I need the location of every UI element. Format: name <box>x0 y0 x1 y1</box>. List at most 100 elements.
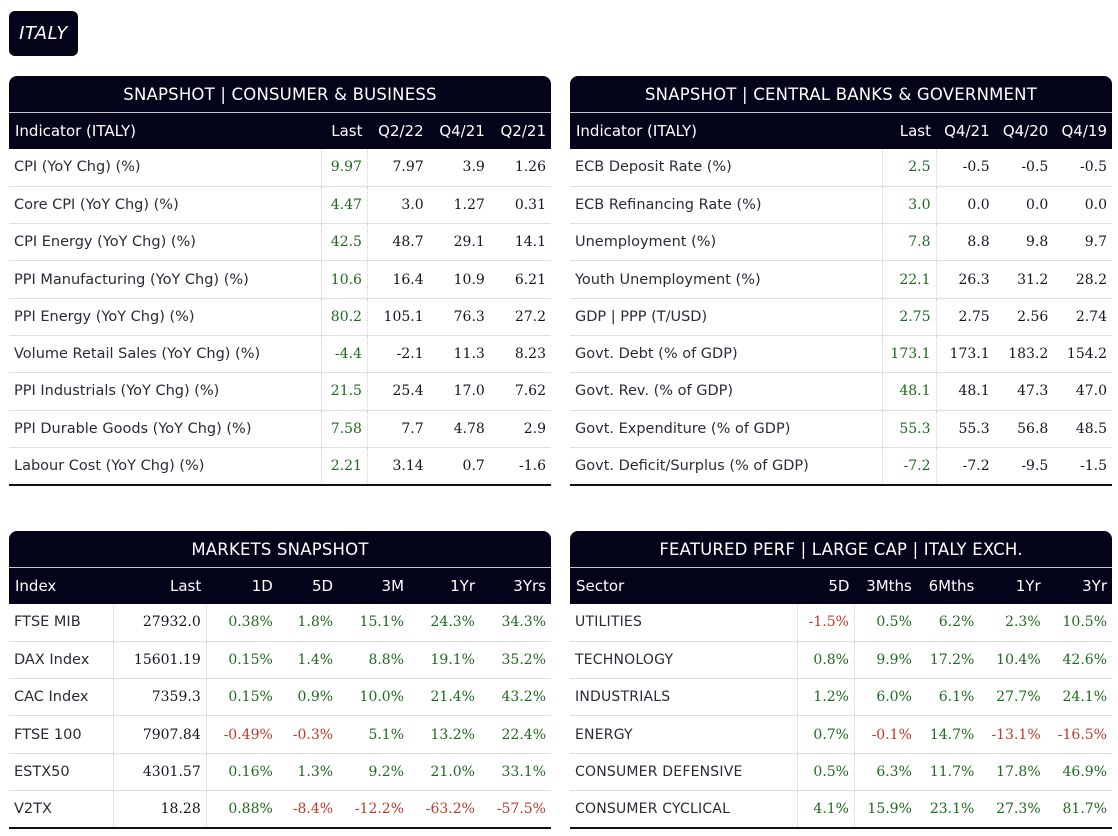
cell-value: 2.21 <box>321 447 368 485</box>
cell-value: 21.5 <box>321 372 368 411</box>
cell-value: 24.3% <box>430 614 475 631</box>
column-header[interactable]: 3Yrs <box>513 577 546 595</box>
cell-value: 10.9 <box>453 271 485 288</box>
cell-value: 10.4% <box>996 651 1041 668</box>
table-row[interactable]: Govt. Debt (% of GDP) 173.1 173.1 183.2 154.… <box>570 335 1112 373</box>
cell-value: 6.21 <box>514 271 546 288</box>
column-header[interactable]: Last <box>899 122 931 140</box>
cell-value: 26.3 <box>958 271 990 288</box>
cell-value: 55.3 <box>882 410 937 448</box>
column-header[interactable]: 3Mths <box>866 577 912 595</box>
column-header[interactable]: Q2/21 <box>500 122 547 140</box>
cell-value: -7.2 <box>882 447 937 485</box>
cell-value: 4301.57 <box>113 753 207 791</box>
row-label: TECHNOLOGY <box>570 641 798 679</box>
table-row[interactable]: PPI Durable Goods (YoY Chg) (%) 7.58 7.7 4.… <box>9 410 551 448</box>
row-label: INDUSTRIALS <box>570 678 798 716</box>
cell-value: -0.49% <box>223 726 273 743</box>
table-row[interactable]: Govt. Deficit/Surplus (% of GDP) -7.2 -7.2… <box>570 447 1112 485</box>
row-label: Govt. Rev. (% of GDP) <box>570 372 883 411</box>
cell-value: 2.3% <box>1005 614 1041 631</box>
column-header[interactable]: 1D <box>251 577 273 595</box>
row-label: FTSE MIB <box>9 604 114 642</box>
cell-value: 17.0 <box>453 383 485 400</box>
cell-value: 15601.19 <box>113 641 207 679</box>
table-row[interactable]: PPI Energy (YoY Chg) (%) 80.2 105.1 76.3 27.… <box>9 298 551 336</box>
table-row[interactable]: Unemployment (%) 7.8 8.8 9.8 9.7 <box>570 223 1112 261</box>
cell-value: 3.9 <box>462 159 485 176</box>
table-row[interactable]: CPI Energy (YoY Chg) (%) 42.5 48.7 29.1 14.1 <box>9 223 551 261</box>
table-row[interactable]: ECB Refinancing Rate (%) 3.0 0.0 0.0 0.0 <box>570 186 1112 224</box>
featured-perf-panel: FEATURED PERF | LARGE CAP | ITALY EXCH. S… <box>570 531 1112 829</box>
column-header[interactable]: Indicator (ITALY) <box>15 122 136 140</box>
cell-value: 48.5 <box>1075 420 1107 437</box>
column-header[interactable]: Last <box>169 577 202 595</box>
table-row[interactable]: Volume Retail Sales (YoY Chg) (%) -4.4 -2.… <box>9 335 551 373</box>
table-row[interactable]: Govt. Expenditure (% of GDP) 55.3 55.3 56.8… <box>570 410 1112 448</box>
table-row[interactable]: FTSE 100 7907.84 -0.49% -0.3% 5.1% 13.2% 22.4% <box>9 715 551 754</box>
column-header[interactable]: Index <box>15 577 57 595</box>
column-header[interactable]: Q4/21 <box>944 122 990 140</box>
table-row[interactable]: CONSUMER DEFENSIVE 0.5% 6.3% 11.7% 17.8% 46.9… <box>570 753 1112 791</box>
table-row[interactable]: DAX Index 15601.19 0.15% 1.4% 8.8% 19.1% 35.2% <box>9 641 551 679</box>
table-row[interactable]: Youth Unemployment (%) 22.1 26.3 31.2 28.2 <box>570 260 1112 299</box>
column-header[interactable]: Indicator (ITALY) <box>576 122 697 140</box>
table-row[interactable]: ESTX50 4301.57 0.16% 1.3% 9.2% 21.0% 33.1% <box>9 753 551 791</box>
cell-value: 28.2 <box>1075 271 1107 288</box>
table-row[interactable]: CONSUMER CYCLICAL 4.1% 15.9% 23.1% 27.3% 81.7… <box>570 790 1112 828</box>
column-header[interactable]: Q4/19 <box>1061 122 1108 140</box>
column-header[interactable]: 1Yr <box>450 577 475 595</box>
column-header[interactable]: Q4/21 <box>439 122 485 140</box>
column-header[interactable]: 5D <box>311 577 334 595</box>
column-header[interactable]: 3Yr <box>1082 577 1107 595</box>
table-header-row: Sector 5D 3Mths 6Mths 1Yr 3Yr <box>570 568 1112 604</box>
table-row[interactable]: Govt. Rev. (% of GDP) 48.1 48.1 47.3 47.0 <box>570 372 1112 411</box>
table-row[interactable]: TECHNOLOGY 0.8% 9.9% 17.2% 10.4% 42.6% <box>570 641 1112 679</box>
table-row[interactable]: FTSE MIB 27932.0 0.38% 1.8% 15.1% 24.3% 34.3% <box>9 604 551 642</box>
row-label: Govt. Deficit/Surplus (% of GDP) <box>570 447 883 485</box>
cell-value: 0.31 <box>514 196 546 213</box>
column-header[interactable]: 5D <box>828 577 850 595</box>
column-header[interactable]: 1Yr <box>1015 577 1041 595</box>
table-row[interactable]: INDUSTRIALS 1.2% 6.0% 6.1% 27.7% 24.1% <box>570 678 1112 716</box>
consumer-business-table: Indicator (ITALY) Last Q2/22 Q4/21 Q2/21 CPI … <box>9 113 551 486</box>
cell-value: -16.5% <box>1057 726 1107 743</box>
table-row[interactable]: PPI Industrials (YoY Chg) (%) 21.5 25.4 17.… <box>9 372 551 411</box>
row-label: Govt. Expenditure (% of GDP) <box>570 410 883 448</box>
table-row[interactable]: V2TX 18.28 0.88% -8.4% -12.2% -63.2% -57.5% <box>9 790 551 828</box>
table-row[interactable]: CAC Index 7359.3 0.15% 0.9% 10.0% 21.4% 43.2% <box>9 678 551 716</box>
cell-value: -4.4 <box>321 335 368 373</box>
table-row[interactable]: ECB Deposit Rate (%) 2.5 -0.5 -0.5 -0.5 <box>570 149 1112 187</box>
table-row[interactable]: GDP | PPP (T/USD) 2.75 2.75 2.56 2.74 <box>570 298 1112 336</box>
cell-value: -1.6 <box>519 457 546 474</box>
row-label: UTILITIES <box>570 604 798 642</box>
cell-value: 80.2 <box>321 298 368 336</box>
column-header[interactable]: Q2/22 <box>378 122 424 140</box>
column-header[interactable]: 3M <box>381 577 405 595</box>
central-banks-table: Indicator (ITALY) Last Q4/21 Q4/20 Q4/19 ECB … <box>570 113 1112 486</box>
cell-value: 29.1 <box>453 234 485 251</box>
column-header[interactable]: Q4/20 <box>1002 122 1049 140</box>
table-row[interactable]: Labour Cost (YoY Chg) (%) 2.21 3.14 0.7 -1.6 <box>9 447 551 485</box>
cell-value: 0.0 <box>967 196 990 213</box>
cell-value: 27.3% <box>996 800 1041 817</box>
table-row[interactable]: UTILITIES -1.5% 0.5% 6.2% 2.3% 10.5% <box>570 604 1112 642</box>
row-label: CPI (YoY Chg) (%) <box>9 149 322 187</box>
column-header[interactable]: Sector <box>576 577 625 595</box>
column-header[interactable]: 6Mths <box>928 577 975 595</box>
row-label: Labour Cost (YoY Chg) (%) <box>9 447 322 485</box>
cell-value: 2.56 <box>1017 308 1049 325</box>
cell-value: 24.1% <box>1062 689 1107 706</box>
column-header[interactable]: Last <box>331 122 363 140</box>
table-row[interactable]: Core CPI (YoY Chg) (%) 4.47 3.0 1.27 0.31 <box>9 186 551 224</box>
cell-value: 0.8% <box>797 641 855 679</box>
row-label: ENERGY <box>570 715 798 754</box>
table-row[interactable]: PPI Manufacturing (YoY Chg) (%) 10.6 16.4 1… <box>9 260 551 299</box>
cell-value: -8.4% <box>292 800 334 817</box>
cell-value: -57.5% <box>496 800 546 817</box>
table-row[interactable]: ENERGY 0.7% -0.1% 14.7% -13.1% -16.5% <box>570 715 1112 754</box>
cell-value: 13.2% <box>430 726 475 743</box>
row-label: Youth Unemployment (%) <box>570 260 883 299</box>
table-row[interactable]: CPI (YoY Chg) (%) 9.97 7.97 3.9 1.26 <box>9 149 551 187</box>
cell-value: 9.7 <box>1084 234 1107 251</box>
